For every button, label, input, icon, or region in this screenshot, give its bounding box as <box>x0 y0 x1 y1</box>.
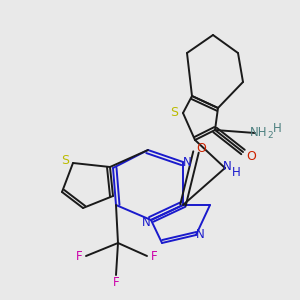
Text: H: H <box>232 167 240 179</box>
Text: N: N <box>142 215 150 229</box>
Text: F: F <box>76 250 82 262</box>
Text: NH: NH <box>250 125 268 139</box>
Text: N: N <box>223 160 231 172</box>
Text: 2: 2 <box>267 131 273 140</box>
Text: O: O <box>246 149 256 163</box>
Text: O: O <box>196 142 206 154</box>
Text: F: F <box>151 250 157 262</box>
Text: F: F <box>113 277 119 290</box>
Text: N: N <box>183 155 191 169</box>
Text: N: N <box>196 229 204 242</box>
Text: S: S <box>170 106 178 119</box>
Text: S: S <box>61 154 69 167</box>
Text: H: H <box>273 122 281 134</box>
